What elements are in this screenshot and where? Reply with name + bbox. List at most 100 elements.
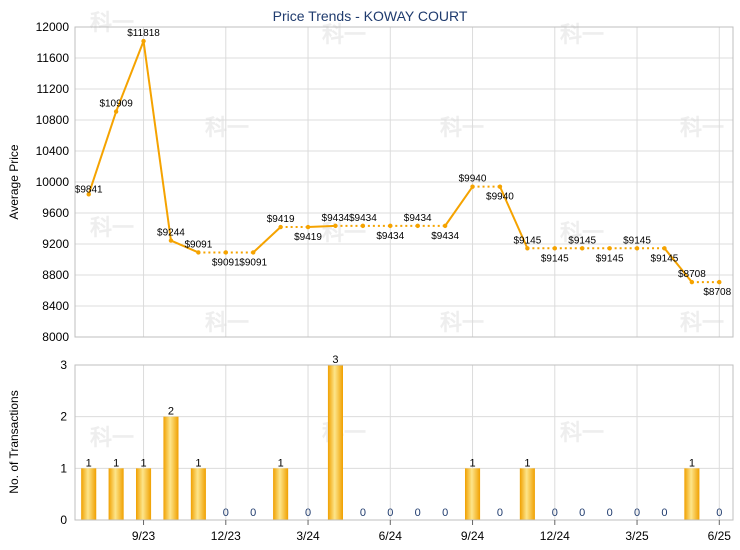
price-point-label: $9145 (568, 235, 596, 246)
transaction-bar (136, 468, 152, 520)
price-ytick-label: 12000 (36, 20, 70, 34)
price-point-label: $9434 (349, 213, 377, 224)
transaction-bar (273, 468, 289, 520)
price-point-label: $9434 (404, 213, 432, 224)
bar-value-label: 1 (113, 457, 119, 469)
price-ytick-label: 11200 (37, 82, 70, 96)
price-point (415, 223, 420, 229)
transaction-bar (327, 365, 343, 520)
price-point-label: $9091 (212, 257, 240, 268)
bar-value-label: 3 (332, 354, 338, 366)
price-point (196, 250, 201, 255)
watermark-text: 科一 (90, 11, 134, 36)
price-point (470, 184, 475, 189)
price-point (717, 279, 722, 285)
price-point (141, 38, 146, 44)
price-ytick-label: 9200 (42, 237, 69, 251)
transaction-bar (81, 468, 97, 520)
price-ytick-label: 8800 (42, 268, 69, 282)
transactions-plot-frame (74, 364, 734, 521)
watermark-text: 科一 (680, 311, 724, 336)
price-point-label: $9419 (294, 232, 322, 243)
price-point (168, 238, 174, 243)
bar-value-label: 1 (86, 457, 92, 469)
price-point-label: $10909 (99, 99, 133, 110)
xtick-label: 9/24 (461, 529, 485, 543)
bar-value-label: 0 (223, 507, 229, 519)
xtick-label: 3/25 (625, 529, 649, 543)
bar-value-label: 1 (469, 457, 475, 469)
price-point-label: $9434 (322, 213, 350, 224)
transactions-ytick-label: 1 (60, 461, 67, 475)
price-point (86, 192, 91, 197)
price-grid (75, 26, 733, 338)
transaction-bar (163, 416, 179, 520)
price-line-segment (307, 224, 336, 229)
price-line-segment (252, 226, 282, 254)
chart-title: Price Trends - KOWAY COURT (273, 8, 468, 24)
xtick-label: 6/24 (379, 529, 403, 543)
transaction-bar (519, 468, 535, 520)
price-point (113, 109, 119, 114)
price-point-label: $9244 (157, 228, 185, 239)
bar-value-label: 0 (634, 507, 640, 519)
price-point-label: $9091 (184, 239, 212, 250)
watermark-text: 科一 (560, 421, 604, 446)
price-point (388, 223, 393, 229)
watermark-text: 科一 (205, 311, 249, 336)
watermark-text: 科一 (322, 221, 366, 246)
bar-value-label: 1 (278, 457, 284, 469)
price-point-label: $8708 (703, 287, 731, 298)
price-point (607, 246, 612, 251)
price-point (305, 224, 311, 230)
bar-value-label: 1 (524, 457, 530, 469)
price-ytick-label: 10800 (36, 113, 70, 127)
price-point-label: $9841 (75, 184, 103, 195)
price-point-label: $9145 (513, 235, 541, 246)
price-point-label: $9145 (623, 235, 651, 246)
price-point-label: $11818 (127, 28, 160, 39)
transaction-bar (465, 468, 481, 520)
transaction-bar (190, 468, 206, 520)
price-point (333, 223, 338, 229)
price-ytick-label: 9600 (42, 206, 69, 220)
transaction-bar (108, 468, 124, 520)
price-point-label: $9145 (596, 253, 624, 264)
watermark-text: 科一 (90, 216, 134, 241)
price-line-segment (115, 40, 145, 112)
price-line-segment (499, 186, 529, 249)
price-point (497, 184, 503, 189)
price-ytick-label: 10000 (36, 175, 70, 189)
xtick-label: 12/24 (540, 529, 570, 543)
bar-value-label: 0 (607, 507, 613, 519)
price-line-segment (170, 239, 199, 254)
price-point (360, 223, 366, 229)
price-line (86, 38, 722, 285)
price-point (689, 279, 695, 285)
transactions-ytick-label: 2 (60, 410, 67, 424)
price-point (662, 246, 667, 251)
axes-layer: 8000840088009200960010000104001080011200… (36, 20, 734, 543)
price-ytick-label: 8400 (42, 299, 69, 313)
price-point (525, 246, 530, 251)
bar-value-label: 2 (168, 406, 174, 418)
watermark-text: 科一 (90, 426, 134, 451)
bar-value-label: 1 (689, 457, 695, 469)
price-point-label: $9434 (431, 231, 459, 242)
price-point (251, 250, 256, 255)
bar-value-label: 0 (360, 507, 366, 519)
price-ytick-label: 11600 (37, 51, 70, 65)
watermark-text: 科一 (440, 311, 484, 336)
price-point (634, 246, 640, 251)
bar-value-label: 1 (140, 457, 146, 469)
bar-value-label: 0 (250, 507, 256, 519)
bar-value-label: 0 (442, 507, 448, 519)
bar-value-label: 0 (497, 507, 503, 519)
xtick-label: 3/24 (296, 529, 320, 543)
transactions-ytick-label: 0 (60, 513, 67, 527)
transactions-ytick-label: 3 (60, 358, 67, 372)
watermark-text: 科一 (560, 221, 604, 246)
price-line-segment (142, 40, 172, 241)
